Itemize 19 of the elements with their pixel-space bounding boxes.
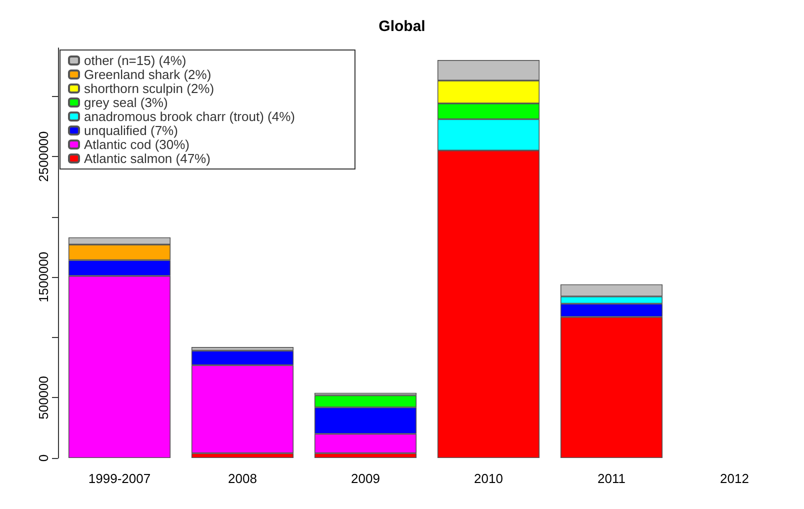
x-tick-label: 2008 <box>228 471 257 486</box>
y-tick-label: 0 <box>36 454 51 462</box>
y-tick-label: 1500000 <box>36 252 51 302</box>
legend-label: Greenland shark (2%) <box>84 67 212 82</box>
x-tick-label: 2009 <box>351 471 380 486</box>
legend-label: other (n=15) (4%) <box>84 53 186 68</box>
y-tick-label: 2500000 <box>36 131 51 182</box>
x-tick-label: 1999-2007 <box>88 471 151 486</box>
chart-title: Global <box>378 18 426 35</box>
legend-label: shorthorn sculpin (2%) <box>84 81 214 96</box>
legend-label: unqualified (7%) <box>84 123 178 138</box>
x-tick-label: 2012 <box>720 471 749 486</box>
x-tick-label: 2011 <box>598 471 626 486</box>
legend-label: anadromous brook charr (trout) (4%) <box>84 109 295 124</box>
legend-label: Atlantic cod (30%) <box>84 137 190 152</box>
legend-label: Atlantic salmon (47%) <box>84 151 210 166</box>
x-tick-label: 2010 <box>474 471 503 486</box>
legend-label: grey seal (3%) <box>84 95 168 110</box>
y-tick-label: 500000 <box>36 376 51 420</box>
